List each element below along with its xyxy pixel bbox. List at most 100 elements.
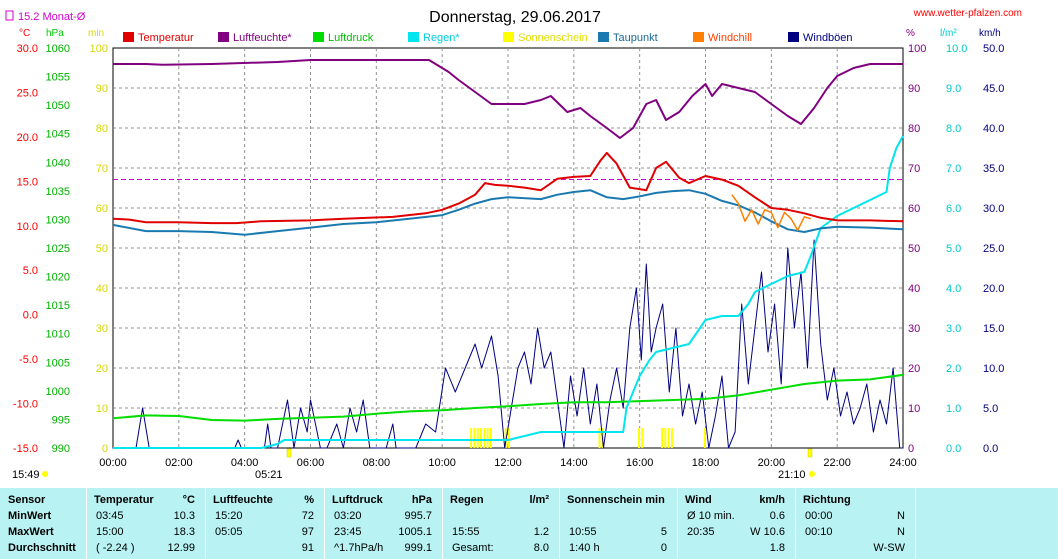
legend: Temperatur Luftfeuchte* Luftdruck Regen*… <box>123 32 853 44</box>
sun-bar <box>476 428 479 448</box>
y-tick-temp: 5.0 <box>23 265 38 277</box>
axis-label-press: hPa <box>46 28 64 39</box>
stats-separator <box>915 488 916 559</box>
stats-value: 97 <box>301 526 314 538</box>
stats-separator <box>442 488 443 559</box>
stats-time: ( -2.24 ) <box>96 542 135 554</box>
stats-separator <box>795 488 796 559</box>
stats-time: Ø 10 min. <box>687 510 735 522</box>
x-tick-label: 00:00 <box>99 457 127 469</box>
y-tick-temp: 0.0 <box>23 310 38 322</box>
y-tick-press: 1020 <box>46 272 70 284</box>
series-line-hum <box>113 59 903 139</box>
y-tick-hum: 0 <box>908 443 914 455</box>
site-link[interactable]: www.wetter-pfalzen.com <box>913 8 1022 19</box>
axis-label-min: min <box>88 28 104 39</box>
month-avg-label: 15.2 Monat-Ø <box>18 11 86 23</box>
stats-head: Sensor <box>8 494 46 506</box>
sun-bar <box>598 428 601 448</box>
sun-bar <box>508 428 510 448</box>
series-layer <box>112 59 904 449</box>
sun-bar <box>483 428 486 448</box>
stats-head: Sonnenschein min <box>567 494 665 506</box>
sun-icon-right <box>809 471 815 477</box>
stats-table: Sensor MinWert MaxWert Durchschnitt Temperat… <box>0 488 1058 559</box>
stats-value: 12.99 <box>167 542 195 554</box>
stats-unit: °C <box>182 494 195 506</box>
legend-label-hum: Luftfeuchte* <box>233 32 292 44</box>
y-tick-min: 0 <box>102 443 108 455</box>
series-line-press <box>112 373 904 422</box>
y-tick-press: 995 <box>52 414 70 426</box>
y-tick-min: 100 <box>90 43 108 55</box>
stats-value: 1005.1 <box>398 526 432 538</box>
y-tick-min: 60 <box>96 203 108 215</box>
y-tick-rain: 6.0 <box>946 203 961 215</box>
stats-head: Luftfeuchte <box>213 494 273 506</box>
y-tick-rain: 5.0 <box>946 243 961 255</box>
legend-label-sun: Sonnenschein <box>518 32 588 44</box>
y-tick-min: 90 <box>96 83 108 95</box>
stats-row-label: Durchschnitt <box>8 542 76 554</box>
stats-separator <box>324 488 325 559</box>
legend-swatch-temp <box>123 32 134 42</box>
stats-value: W 10.6 <box>750 526 785 538</box>
axis-label-hum: % <box>906 28 915 39</box>
stats-time: 05:05 <box>215 526 243 538</box>
y-tick-press: 1040 <box>46 157 70 169</box>
stats-unit: l/m² <box>529 494 549 506</box>
stats-value: 0 <box>660 542 667 554</box>
sun-bar <box>703 428 706 448</box>
legend-label-chill: Windchill <box>708 32 752 44</box>
sunrise-left-time: 15:49 <box>12 469 40 481</box>
y-tick-wind: 50.0 <box>983 43 1004 55</box>
axis-label-wind: km/h <box>979 28 1001 39</box>
weather-chart: Donnerstag, 29.06.2017 www.wetter-pfalze… <box>5 8 1022 481</box>
stats-head: Luftdruck <box>332 494 383 506</box>
stats-time: 00:10 <box>805 526 833 538</box>
y-tick-wind: 10.0 <box>983 363 1004 375</box>
stats-time: 03:45 <box>96 510 124 522</box>
y-tick-press: 1035 <box>46 186 70 198</box>
y-tick-temp: 30.0 <box>17 43 38 55</box>
y-tick-hum: 30 <box>908 323 920 335</box>
y-tick-press: 1050 <box>46 100 70 112</box>
axis-label-rain: l/m² <box>940 28 957 39</box>
y-tick-rain: 10.0 <box>946 43 967 55</box>
y-tick-hum: 60 <box>908 203 920 215</box>
y-tick-wind: 5.0 <box>983 403 998 415</box>
sun-bar <box>638 428 641 448</box>
y-tick-rain: 8.0 <box>946 123 961 135</box>
stats-time: 10:55 <box>569 526 597 538</box>
stats-time: 15:00 <box>96 526 124 538</box>
legend-swatch-press <box>313 32 324 42</box>
stats-value: 18.3 <box>173 526 195 538</box>
x-tick-label: 06:00 <box>297 457 325 469</box>
x-tick-label: 20:00 <box>758 457 786 469</box>
stats-head: Regen <box>450 494 484 506</box>
x-tick-label: 12:00 <box>494 457 522 469</box>
y-tick-hum: 90 <box>908 83 920 95</box>
y-tick-temp: -10.0 <box>13 399 38 411</box>
stats-unit: km/h <box>759 494 785 506</box>
legend-swatch-chill <box>693 32 704 42</box>
y-tick-press: 1000 <box>46 386 70 398</box>
y-tick-temp: -15.0 <box>13 443 38 455</box>
sun-markers: 05:21 21:10 15:49 <box>12 448 815 481</box>
legend-label-gust: Windböen <box>803 32 853 44</box>
stats-head: Richtung <box>803 494 851 506</box>
x-tick-label: 08:00 <box>363 457 391 469</box>
legend-swatch-hum <box>218 32 229 42</box>
stats-time: 20:35 <box>687 526 715 538</box>
legend-label-dew: Taupunkt <box>613 32 658 44</box>
y-tick-hum: 10 <box>908 403 920 415</box>
y-tick-press: 1010 <box>46 329 70 341</box>
sun-bar <box>480 428 483 448</box>
y-tick-press: 1025 <box>46 243 70 255</box>
stats-unit: hPa <box>411 494 432 506</box>
stats-time: Gesamt: <box>452 542 494 554</box>
x-tick-label: 10:00 <box>428 457 456 469</box>
y-tick-press: 1015 <box>46 300 70 312</box>
sun-bar <box>486 428 489 448</box>
y-tick-min: 50 <box>96 243 108 255</box>
